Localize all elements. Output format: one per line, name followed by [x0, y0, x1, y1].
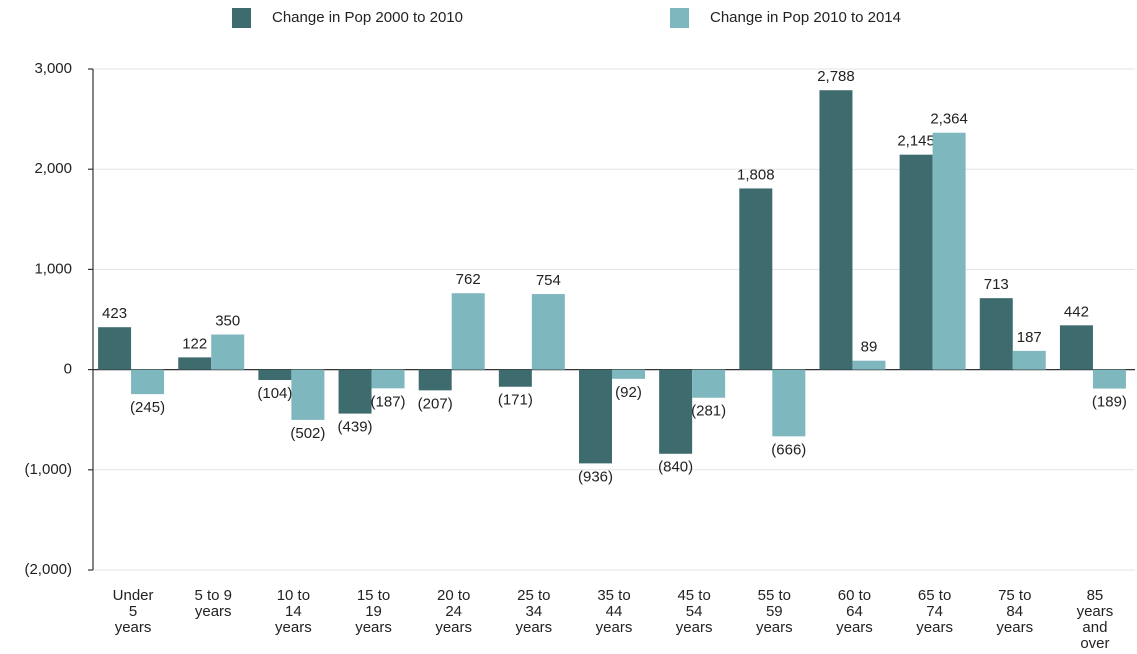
bar	[579, 369, 612, 464]
x-tick-label: 20 to 24 years	[435, 587, 472, 636]
bar	[131, 369, 165, 395]
legend-swatch	[670, 8, 689, 28]
x-tick-label: 10 to 14 years	[275, 587, 312, 636]
data-label: 442	[1064, 303, 1089, 320]
bar	[692, 369, 726, 398]
bar	[338, 369, 372, 414]
y-tick-label: 0	[64, 361, 72, 378]
data-label: (666)	[771, 441, 806, 458]
data-label: (187)	[371, 393, 406, 410]
bar	[899, 154, 933, 370]
bar	[371, 369, 405, 389]
data-label: 754	[536, 272, 561, 289]
data-label: 1,808	[737, 166, 775, 183]
data-label: 762	[456, 271, 481, 288]
bar	[98, 327, 132, 370]
data-label: 122	[182, 335, 207, 352]
bar	[739, 188, 773, 370]
data-label: 89	[861, 339, 878, 356]
x-tick-label: 85 years and over	[1077, 587, 1114, 652]
data-label: 187	[1017, 329, 1042, 346]
y-tick-label: 2,000	[34, 160, 72, 177]
data-label: 2,145	[897, 133, 935, 150]
x-tick-label: 65 to 74 years	[916, 587, 953, 636]
bar	[612, 369, 645, 379]
x-tick-label: 5 to 9 years	[194, 587, 232, 620]
bar	[178, 357, 212, 370]
x-tick-label: Under 5 years	[113, 587, 154, 636]
data-label: (281)	[691, 403, 726, 420]
y-tick-label: 1,000	[34, 260, 72, 277]
data-label: (439)	[338, 419, 373, 436]
bar	[852, 360, 886, 370]
bar	[1092, 369, 1126, 389]
x-tick-label: 75 to 84 years	[996, 587, 1033, 636]
bar	[498, 369, 532, 387]
data-label: 350	[215, 312, 240, 329]
x-tick-label: 35 to 44 years	[596, 587, 633, 636]
bar	[932, 132, 966, 370]
bar	[659, 369, 693, 454]
data-label: (92)	[615, 384, 642, 401]
x-tick-label: 15 to 19 years	[355, 587, 392, 636]
bar	[772, 369, 806, 437]
data-label: 713	[984, 276, 1009, 293]
bar	[979, 298, 1013, 370]
data-label: (207)	[418, 395, 453, 412]
bar	[258, 369, 292, 381]
x-tick-label: 60 to 64 years	[836, 587, 873, 636]
bar	[1012, 350, 1046, 370]
data-label: 2,364	[930, 111, 968, 128]
data-label: (245)	[130, 399, 165, 416]
legend-label: Change in Pop 2010 to 2014	[710, 9, 901, 26]
data-label: (171)	[498, 392, 533, 409]
legend-label: Change in Pop 2000 to 2010	[272, 9, 463, 26]
bar	[819, 90, 853, 370]
data-label: (936)	[578, 468, 613, 485]
bar	[451, 293, 485, 370]
bar	[418, 369, 452, 391]
x-tick-label: 25 to 34 years	[516, 587, 553, 636]
data-label: 423	[102, 305, 127, 322]
data-label: (104)	[257, 385, 292, 402]
bar	[1059, 325, 1093, 370]
bar	[211, 334, 245, 370]
legend-swatch	[232, 8, 251, 28]
data-label: (502)	[290, 425, 325, 442]
bar	[291, 369, 325, 420]
data-label: 2,788	[817, 68, 855, 85]
y-tick-label: 3,000	[34, 60, 72, 77]
x-tick-label: 45 to 54 years	[676, 587, 713, 636]
data-label: (189)	[1092, 394, 1127, 411]
x-tick-label: 55 to 59 years	[756, 587, 793, 636]
y-tick-label: (1,000)	[24, 461, 72, 478]
data-label: (840)	[658, 459, 693, 476]
bar	[531, 294, 565, 370]
y-tick-label: (2,000)	[24, 561, 72, 578]
